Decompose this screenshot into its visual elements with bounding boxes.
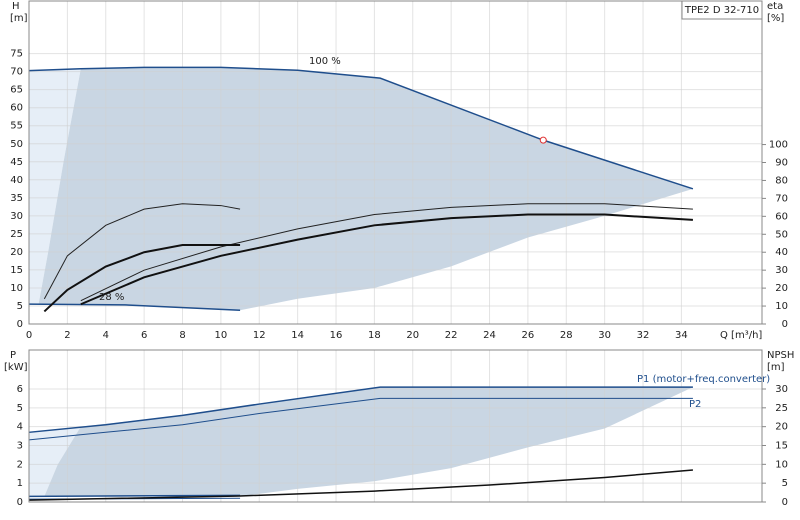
y2-tick-label: 30 xyxy=(775,384,788,395)
y-label: P xyxy=(10,350,16,361)
curve xyxy=(43,244,241,313)
plot-frame xyxy=(28,349,763,503)
y-tick-label: 30 xyxy=(10,211,23,222)
plots: 0 2 4 6 8 10 12 14 16 18 20 22 24 26 28 30 32 34051015202… xyxy=(10,0,788,508)
x-tick-label: 16 xyxy=(330,330,343,341)
y2-tick-label: 70 xyxy=(775,193,788,204)
x-tick-label: 14 xyxy=(291,330,304,341)
y2-tick-label: 80 xyxy=(775,175,788,186)
plot-frame xyxy=(28,0,763,325)
y-tick-label: 3 xyxy=(17,440,23,451)
x-tick-label: 20 xyxy=(406,330,419,341)
y2-unit: [m] xyxy=(767,362,785,373)
y2-tick-label: 0 xyxy=(782,319,788,330)
x-tick-label: 34 xyxy=(675,330,688,341)
y-tick-label: 20 xyxy=(10,247,23,258)
annotation: 100 % xyxy=(309,56,341,67)
x-tick-label: 12 xyxy=(253,330,266,341)
x-tick-label: 28 xyxy=(560,330,573,341)
title: TPE2 D 32-710 xyxy=(684,5,759,16)
curve xyxy=(28,397,693,441)
y-tick-label: 50 xyxy=(10,139,23,150)
y-unit: [kW] xyxy=(4,362,28,373)
y-tick-label: 0 xyxy=(17,319,23,330)
x-tick-label: 22 xyxy=(445,330,458,341)
x-tick-label: 2 xyxy=(64,330,70,341)
y-tick-label: 65 xyxy=(10,85,23,96)
x-tick-label: 26 xyxy=(522,330,535,341)
x-tick-label: 10 xyxy=(215,330,228,341)
y-tick-label: 10 xyxy=(10,283,23,294)
y2-tick-label: 25 xyxy=(775,403,788,414)
annotation: 28 % xyxy=(99,292,124,303)
y2-tick-label: 40 xyxy=(775,247,788,258)
y2-tick-label: 90 xyxy=(775,158,788,169)
x-tick-label: 30 xyxy=(598,330,611,341)
x-tick-label: 0 xyxy=(26,330,32,341)
curve xyxy=(80,213,693,306)
x-tick-label: 24 xyxy=(483,330,496,341)
y2-label: eta xyxy=(767,1,783,12)
y2-label: NPSH xyxy=(767,350,794,361)
y2-tick-label: 100 xyxy=(769,140,788,151)
y-tick-label: 35 xyxy=(10,193,23,204)
y2-tick-label: 5 xyxy=(782,478,788,489)
title-box xyxy=(681,0,763,20)
y2-tick-label: 10 xyxy=(775,301,788,312)
y2-tick-label: 0 xyxy=(782,497,788,508)
y2-tick-label: 20 xyxy=(775,422,788,433)
y-tick-label: 45 xyxy=(10,157,23,168)
x-tick-label: 8 xyxy=(179,330,185,341)
operating-area xyxy=(38,67,693,311)
y-tick-label: 40 xyxy=(10,175,23,186)
y-tick-label: 55 xyxy=(10,121,23,132)
curve xyxy=(28,386,693,434)
y-label: H xyxy=(12,1,20,12)
y-tick-label: 75 xyxy=(10,49,23,60)
y2-tick-label: 50 xyxy=(775,229,788,240)
y-tick-label: 4 xyxy=(17,422,23,433)
x-tick-label: 6 xyxy=(141,330,147,341)
series-label: P2 xyxy=(689,399,701,410)
y-tick-label: 1 xyxy=(17,478,23,489)
y2-tick-label: 20 xyxy=(775,283,788,294)
curve xyxy=(28,303,241,312)
y2-tick-label: 15 xyxy=(775,440,788,451)
y-tick-label: 25 xyxy=(10,229,23,240)
y2-tick-label: 30 xyxy=(775,265,788,276)
curve xyxy=(80,203,693,302)
operating-area xyxy=(44,387,693,497)
x-tick-label: 32 xyxy=(637,330,650,341)
y-tick-label: 15 xyxy=(10,265,23,276)
y-tick-label: 6 xyxy=(17,384,23,395)
y-tick-label: 0 xyxy=(17,497,23,508)
series-label: P1 (motor+freq.converter) xyxy=(637,374,770,385)
y2-unit: [%] xyxy=(767,13,784,24)
x-tick-label: 4 xyxy=(103,330,109,341)
x-label: Q [m³/h] xyxy=(720,330,762,341)
y2-tick-label: 10 xyxy=(775,459,788,470)
y-unit: [m] xyxy=(10,13,28,24)
y-tick-label: 60 xyxy=(10,103,23,114)
x-tick-label: 18 xyxy=(368,330,381,341)
curve xyxy=(28,469,693,501)
y-tick-label: 5 xyxy=(17,403,23,414)
curve xyxy=(43,203,241,300)
y2-tick-label: 60 xyxy=(775,211,788,222)
curve xyxy=(28,494,241,498)
duty-point xyxy=(539,136,547,144)
curve xyxy=(28,66,694,190)
y-tick-label: 5 xyxy=(17,301,23,312)
y-tick-label: 2 xyxy=(17,459,23,470)
y-tick-label: 70 xyxy=(10,67,23,78)
